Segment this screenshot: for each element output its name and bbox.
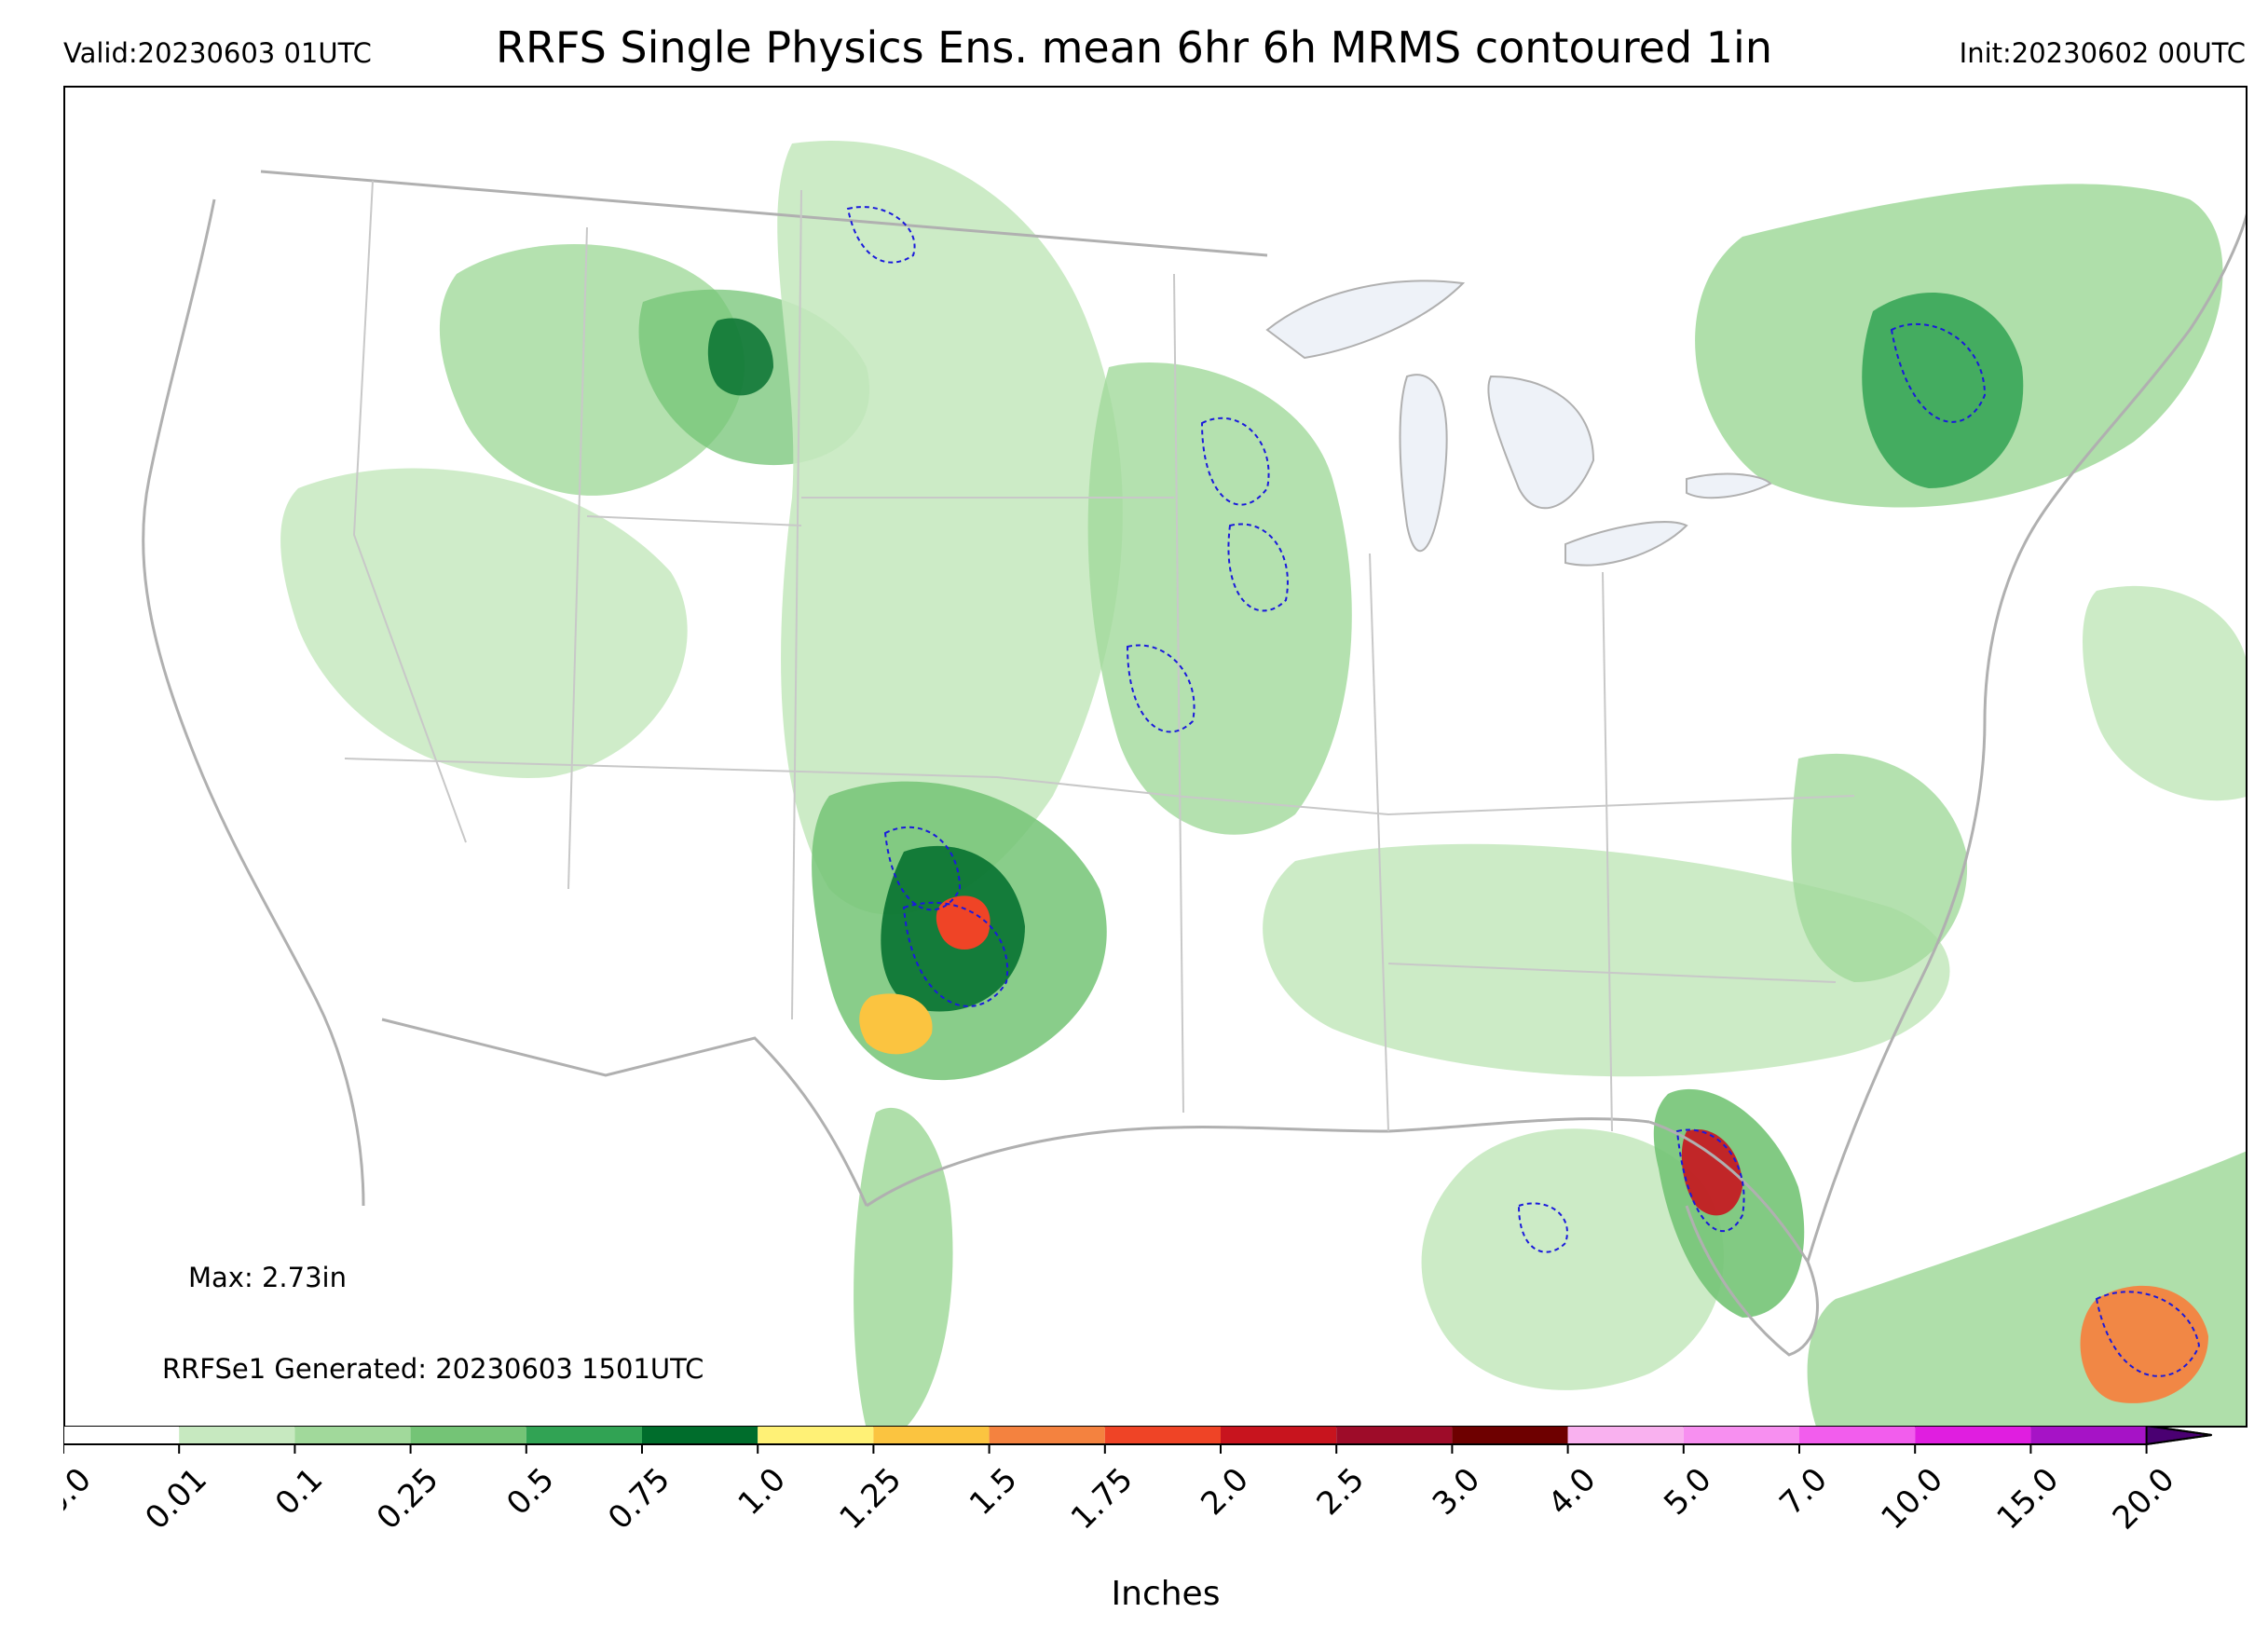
precip-region-southeast bbox=[1263, 843, 1950, 1077]
colorbar-tick-label: 0.1 bbox=[268, 1461, 331, 1524]
colorbar-segment bbox=[989, 1426, 1105, 1444]
lake-erie bbox=[1564, 521, 1688, 567]
precip-region-great-basin bbox=[280, 468, 688, 778]
lake-ontario bbox=[1686, 472, 1772, 499]
florida-coast bbox=[1648, 1120, 1819, 1357]
colorbar-tick-label: 0.01 bbox=[138, 1461, 214, 1538]
colorbar-segment bbox=[1683, 1426, 1799, 1444]
borders bbox=[142, 170, 2246, 1357]
colorbar-outline bbox=[62, 1425, 2212, 1445]
colorbar-segment bbox=[179, 1426, 295, 1444]
colorbar: 0.0 0.01 0.1 0.25 0.5 0.75 1.0 1.25 1.5 1.75 2.0 2.… bbox=[36, 1424, 2268, 1640]
colorbar-tick-label: 2.0 bbox=[1194, 1461, 1256, 1524]
valid-time-label: Valid:20230603 01UTC bbox=[63, 37, 372, 69]
colorbar-tick-label: 5.0 bbox=[1657, 1461, 1719, 1524]
colorbar-segment bbox=[873, 1426, 990, 1444]
precip-region-upper-midwest bbox=[1087, 362, 1352, 835]
colorbar-extend-arrow bbox=[2145, 1424, 2212, 1446]
colorbar-segment bbox=[294, 1426, 411, 1444]
colorbar-segment bbox=[1567, 1426, 1684, 1444]
great-lakes bbox=[1265, 280, 1772, 567]
colorbar-tick-label: 1.25 bbox=[832, 1461, 909, 1538]
east-coast bbox=[1806, 212, 2246, 1263]
colorbar-segment bbox=[1336, 1426, 1453, 1444]
west-coast bbox=[142, 198, 365, 1207]
colorbar-svg: 0.0 0.01 0.1 0.25 0.5 0.75 1.0 1.25 1.5 1.75 2.0 2.… bbox=[36, 1424, 2212, 1538]
colorbar-segment bbox=[1221, 1426, 1337, 1444]
colorbar-segment bbox=[1915, 1426, 2031, 1444]
colorbar-tick-label: 0.5 bbox=[499, 1461, 562, 1524]
lake-superior bbox=[1265, 280, 1466, 360]
colorbar-tick-label: 10.0 bbox=[1874, 1461, 1950, 1538]
state-lines bbox=[344, 180, 1855, 1132]
canada-border bbox=[260, 170, 1268, 257]
colorbar-tick-label: 0.0 bbox=[63, 1461, 99, 1524]
heavy-core-oklahoma-red bbox=[936, 895, 991, 950]
colorbar-segment bbox=[2030, 1426, 2147, 1444]
precip-field bbox=[280, 140, 2246, 1426]
mrms-contours bbox=[846, 206, 2201, 1377]
map-title: RRFS Single Physics Ens. mean 6hr 6h MRM… bbox=[496, 22, 1772, 73]
colorbar-tick-label: 20.0 bbox=[2106, 1461, 2182, 1538]
lake-michigan bbox=[1399, 374, 1448, 553]
colorbar-tick-label: 3.0 bbox=[1426, 1461, 1488, 1524]
colorbar-tick-label: 0.25 bbox=[370, 1461, 446, 1538]
colorbar-tick-label: 15.0 bbox=[1989, 1461, 2066, 1538]
colorbar-tick-label: 1.75 bbox=[1064, 1461, 1141, 1538]
precipitation-map: Max: 2.73in RRFSe1 Generated: 20230603 1… bbox=[63, 86, 2248, 1428]
colorbar-segment bbox=[1799, 1426, 1916, 1444]
colorbar-segment bbox=[63, 1426, 180, 1444]
precip-region-gulf-swirl bbox=[1421, 1128, 1724, 1390]
colorbar-segment bbox=[410, 1426, 526, 1444]
heavy-core-texas-panhandle bbox=[859, 993, 933, 1055]
generated-label: RRFSe1 Generated: 20230603 1501UTC bbox=[162, 1353, 704, 1385]
map-canvas bbox=[142, 140, 2246, 1426]
colorbar-tick-label: 4.0 bbox=[1541, 1461, 1604, 1524]
colorbar-tick-label: 7.0 bbox=[1772, 1461, 1835, 1524]
colorbar-segment bbox=[1104, 1426, 1221, 1444]
heavy-core-florida bbox=[1681, 1129, 1742, 1216]
lake-huron bbox=[1487, 375, 1595, 510]
colorbar-label: Inches bbox=[1111, 1575, 1221, 1613]
colorbar-segment bbox=[526, 1426, 642, 1444]
colorbar-tick-label: 0.75 bbox=[601, 1461, 677, 1538]
precip-region-new-england-core bbox=[1862, 293, 2024, 488]
colorbar-tick-label: 2.5 bbox=[1310, 1461, 1373, 1524]
header: Valid:20230603 01UTC RRFS Single Physics… bbox=[0, 0, 2268, 84]
colorbar-segment bbox=[758, 1426, 874, 1444]
heavy-core-wyoming bbox=[707, 318, 773, 396]
colorbar-segment bbox=[1452, 1426, 1568, 1444]
max-value-label: Max: 2.73in bbox=[188, 1262, 347, 1293]
colorbar-tick-label: 1.5 bbox=[963, 1461, 1025, 1524]
precip-region-carolinas bbox=[1791, 753, 1968, 982]
colorbar-tick-label: 1.0 bbox=[731, 1461, 794, 1524]
mexico-border bbox=[381, 1018, 868, 1207]
precip-region-atlantic-east bbox=[2083, 585, 2246, 801]
colorbar-segment bbox=[642, 1426, 758, 1444]
heavy-core-caribbean bbox=[2080, 1285, 2208, 1403]
gulf-coast bbox=[866, 1117, 1650, 1208]
precip-region-texas-coast bbox=[854, 1108, 953, 1426]
init-time-label: Init:20230602 00UTC bbox=[1959, 37, 2246, 69]
precip-region-plains bbox=[777, 140, 1123, 915]
